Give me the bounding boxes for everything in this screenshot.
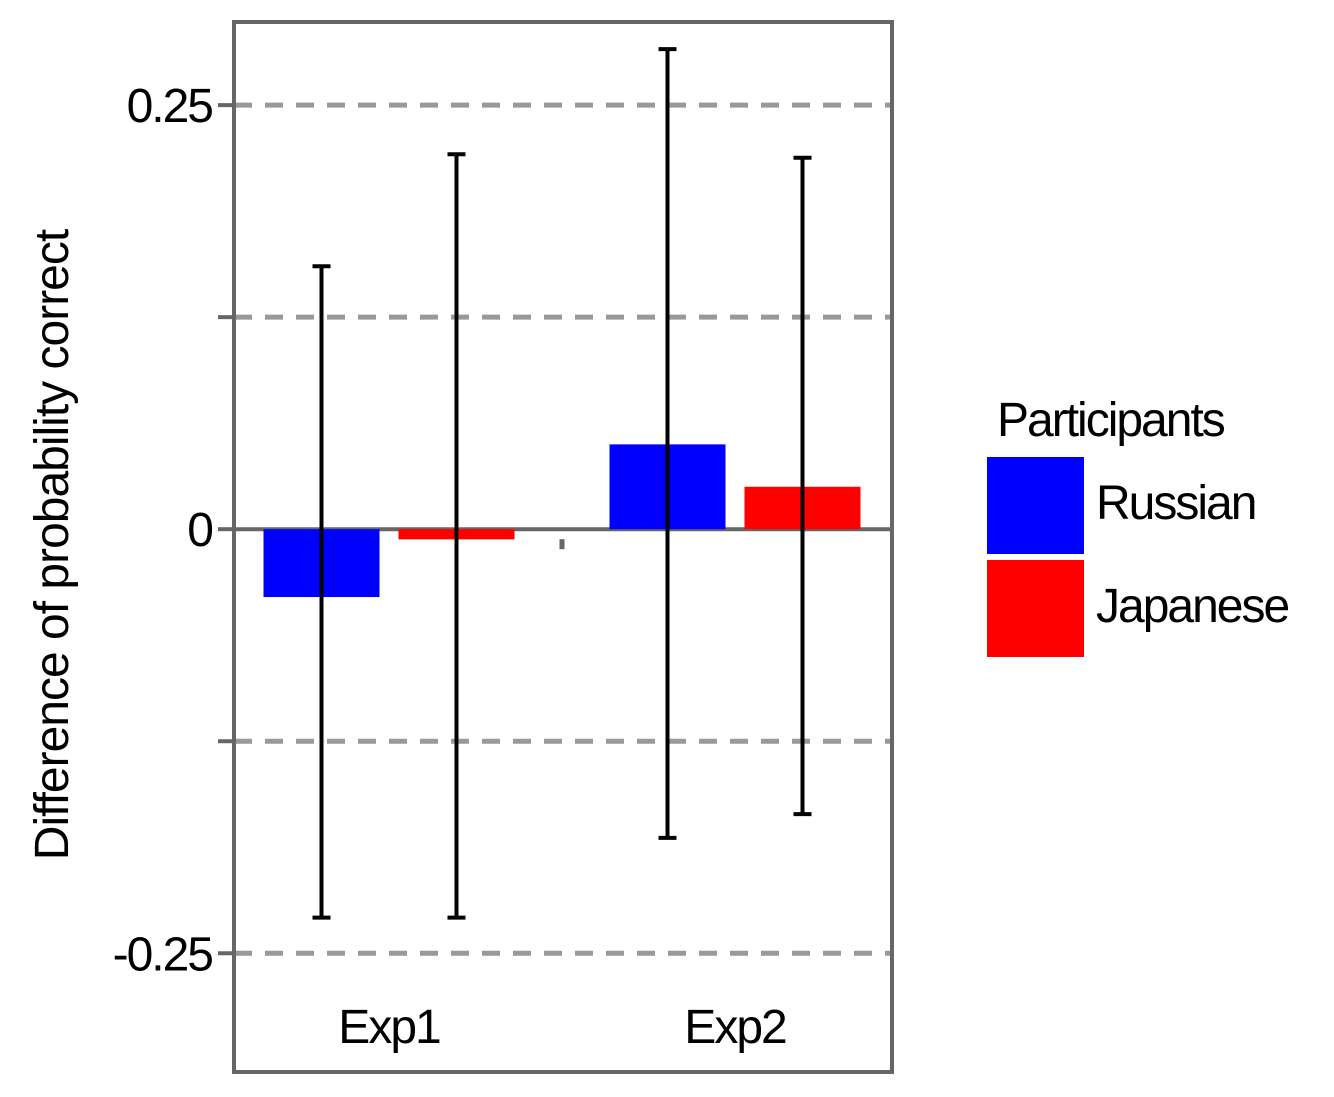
y-tick-label: -0.25 xyxy=(113,928,213,981)
legend: Participants Russian Japanese xyxy=(987,394,1290,657)
legend-items: Russian Japanese xyxy=(987,457,1290,657)
x-category-label: Exp1 xyxy=(338,1001,440,1054)
legend-label-russian: Russian xyxy=(1096,477,1255,530)
error-bars xyxy=(312,47,812,920)
x-category-labels: Exp1 Exp2 xyxy=(338,1001,788,1054)
legend-swatch-japanese xyxy=(987,560,1084,657)
y-axis-title: Difference of probability correct xyxy=(26,229,79,860)
legend-title: Participants xyxy=(997,394,1225,447)
y-tick-label: 0 xyxy=(187,504,212,557)
legend-label-japanese: Japanese xyxy=(1096,580,1288,633)
bars xyxy=(263,444,861,598)
grid-lines xyxy=(234,102,892,956)
x-category-label: Exp2 xyxy=(684,1001,786,1054)
plot-frame xyxy=(232,20,894,1074)
y-tick-labels: -0.25 0 0.25 xyxy=(113,80,234,981)
legend-swatch-russian xyxy=(987,457,1084,554)
y-tick-label: 0.25 xyxy=(127,80,213,133)
plot-border xyxy=(232,20,894,1074)
